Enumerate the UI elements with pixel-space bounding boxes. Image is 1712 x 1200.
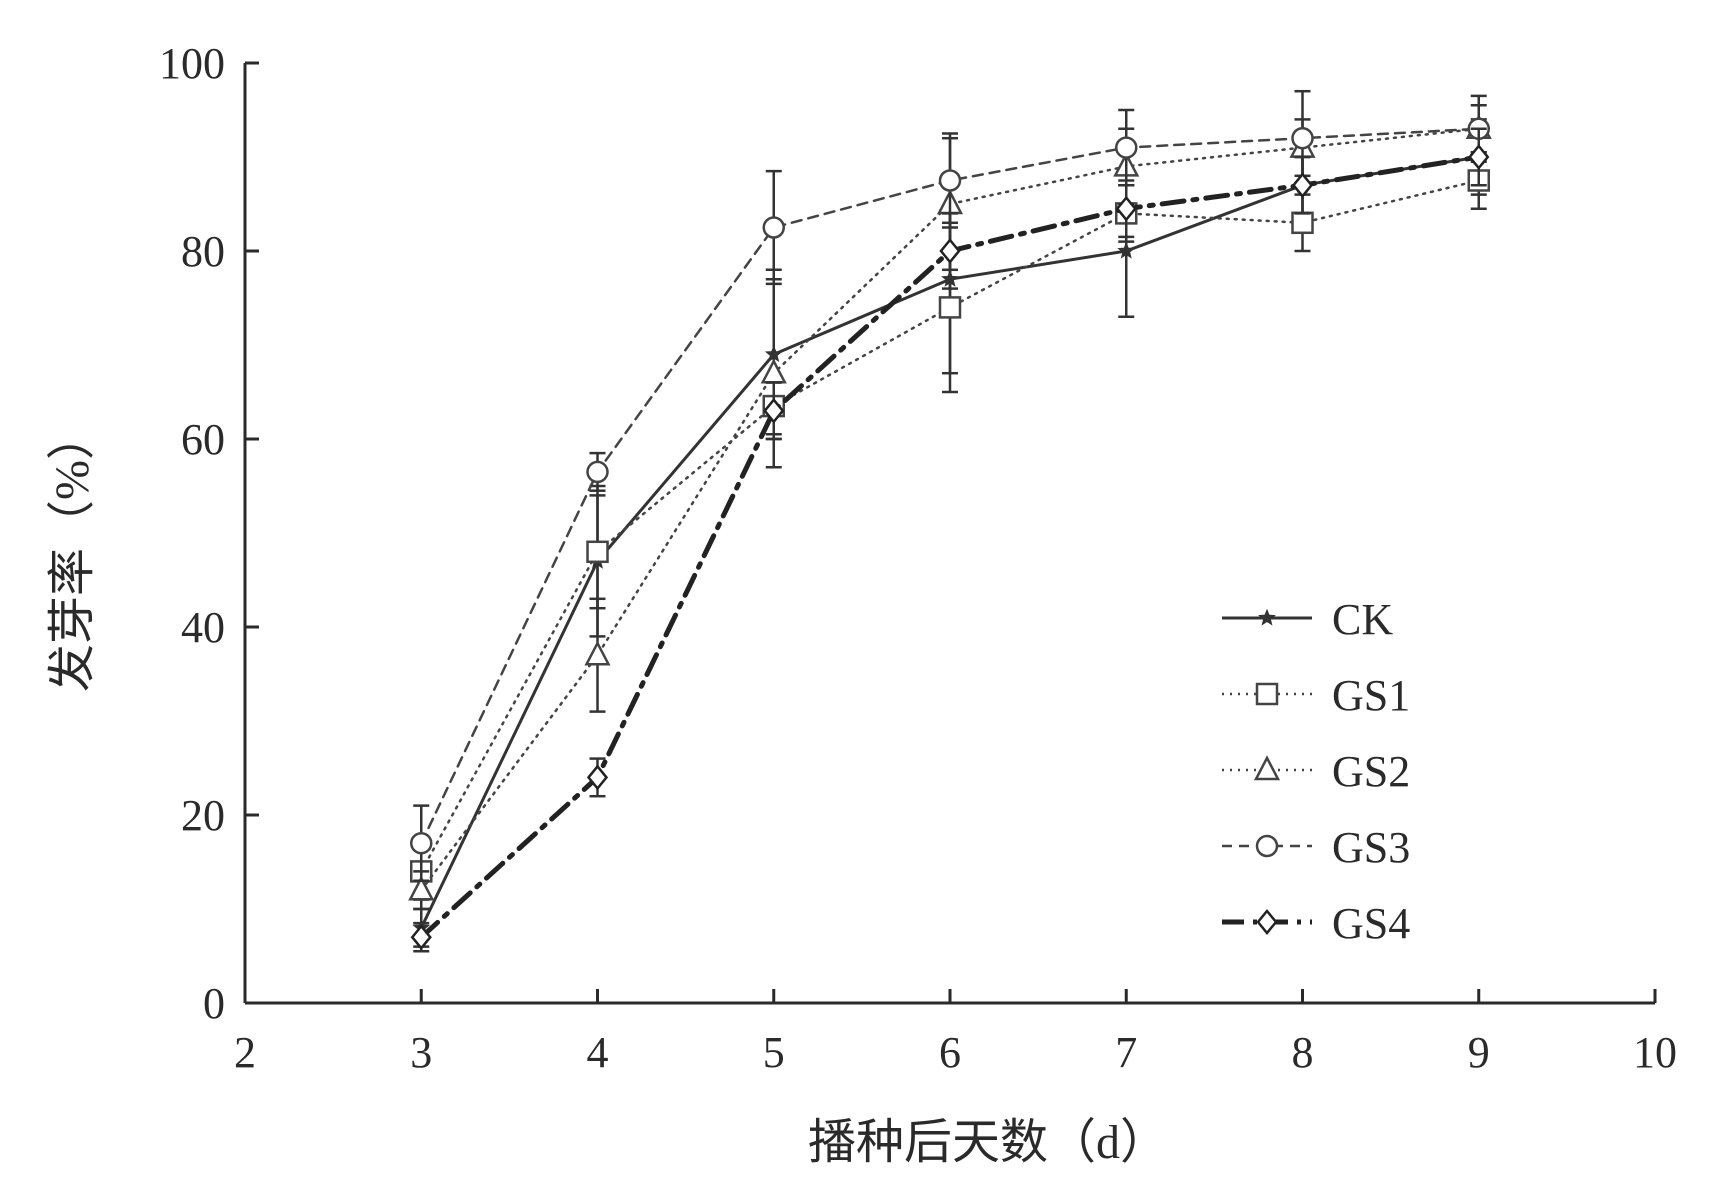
legend-label: CK	[1332, 595, 1393, 644]
data-point-gs3	[762, 216, 785, 239]
legend-marker	[1258, 608, 1276, 626]
series-gs3	[410, 89, 1490, 883]
legend-label: GS3	[1332, 823, 1410, 872]
legend-item-gs3: GS3	[1222, 823, 1410, 872]
series-layer	[408, 89, 1492, 953]
legend: CK GS1 GS2 GS3 GS4	[1222, 595, 1410, 948]
data-point-ck	[1117, 241, 1136, 259]
legend-marker	[1255, 682, 1279, 706]
y-tick-label: 100	[159, 39, 225, 88]
data-point-gs1	[938, 296, 962, 319]
legend-marker	[1255, 834, 1279, 858]
data-point-gs1	[586, 540, 609, 564]
data-point-gs1	[1291, 211, 1314, 235]
series-gs4	[410, 127, 1490, 953]
data-point-gs4	[410, 924, 432, 951]
x-axis-ticks: 2 3 4 5 6 7 8 9 10	[234, 989, 1677, 1077]
data-point-gs4	[763, 397, 785, 424]
data-point-gs4	[1291, 172, 1314, 199]
legend-item-gs4: GS4	[1222, 899, 1410, 948]
x-tick-label: 6	[939, 1028, 961, 1077]
data-point-gs4	[939, 238, 961, 264]
data-point-gs3	[938, 169, 962, 192]
x-tick-label: 7	[1115, 1028, 1137, 1077]
y-tick-label: 40	[181, 603, 225, 652]
x-tick-label: 9	[1468, 1028, 1490, 1077]
y-axis-ticks: 0 20 40 60 80 100	[159, 39, 259, 1028]
legend-label: GS4	[1332, 899, 1410, 948]
legend-marker	[1253, 755, 1281, 781]
data-point-gs4	[1115, 195, 1137, 222]
legend-item-ck: CK	[1222, 595, 1393, 644]
legend-label: GS2	[1332, 747, 1410, 796]
data-point-gs3	[1291, 126, 1314, 150]
data-point-gs2	[584, 640, 611, 666]
x-tick-label: 10	[1633, 1028, 1677, 1077]
data-point-gs4	[1468, 144, 1490, 170]
data-point-gs2	[408, 875, 435, 901]
y-tick-label: 80	[181, 227, 225, 276]
legend-label: GS1	[1332, 671, 1410, 720]
y-axis-label: 发芽率（%）	[46, 412, 99, 692]
legend-item-gs1: GS1	[1222, 671, 1410, 720]
x-tick-label: 4	[587, 1028, 609, 1077]
x-tick-label: 3	[410, 1028, 432, 1077]
data-point-gs3	[410, 831, 433, 855]
x-tick-label: 5	[763, 1028, 785, 1077]
x-axis-label: 播种后天数（d）	[808, 1116, 1168, 1169]
y-tick-label: 0	[203, 979, 225, 1028]
legend-item-gs2: GS2	[1222, 747, 1410, 796]
y-tick-label: 20	[181, 791, 225, 840]
data-point-gs3	[1115, 136, 1138, 159]
data-point-gs4	[586, 764, 609, 791]
x-tick-label: 2	[234, 1028, 256, 1077]
data-point-gs3	[586, 460, 609, 484]
x-tick-label: 8	[1292, 1028, 1314, 1077]
legend-marker	[1256, 909, 1278, 935]
y-tick-label: 60	[181, 415, 225, 464]
